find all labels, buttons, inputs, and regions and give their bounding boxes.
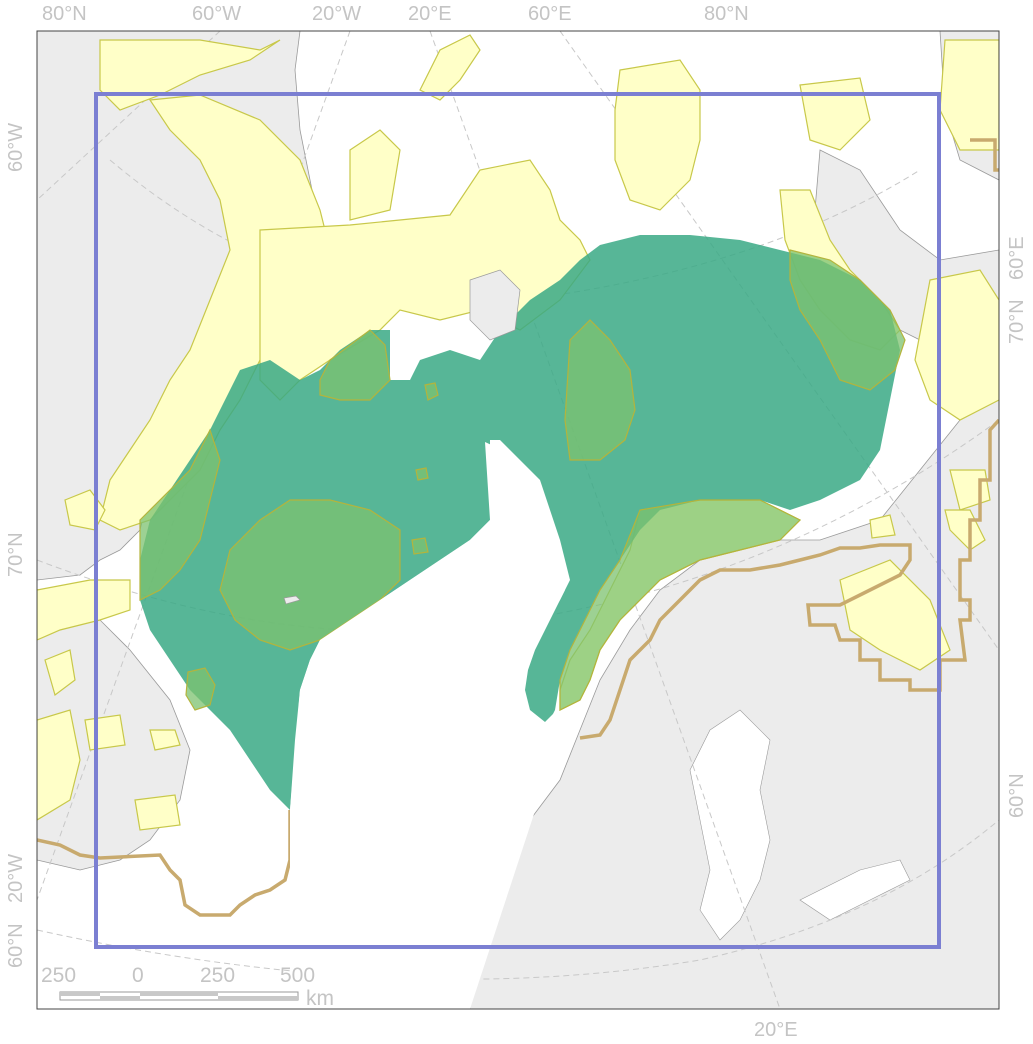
scale-bar-unit: km [306,987,334,1010]
scale-bar-seg-1 [60,992,100,996]
label-right-70n: 70°N [1006,299,1028,344]
yellow-zone-right-bubble [869,514,896,539]
tan-boundary-scandinavia [579,418,999,740]
green-zone-barents-west [564,319,636,461]
island-svalbard [469,269,521,341]
scale-bar [59,991,299,1001]
yellow-zone-left-lower [44,649,76,697]
yellow-zone-canada-3 [149,729,181,751]
yellow-zone-white-sea [839,559,951,671]
label-bottom-20e: 20°E [754,1019,798,1041]
graticule-lon-60e [559,31,999,651]
label-right-60e: 60°E [1006,236,1028,280]
yellow-layer [37,34,999,831]
study-extent-box [94,92,941,949]
lakes-layer [689,709,911,941]
green-zone-small-1 [185,667,216,711]
green-zone-small-3 [411,537,429,555]
green-zone-small-4 [415,467,429,481]
label-top-20w: 20°W [312,3,362,25]
green-zone-iceland [139,428,221,601]
yellow-zone-canada-4 [134,794,181,831]
scale-bar-tick-0: 0 [132,964,144,987]
green-zone-fram-strait [319,329,391,401]
scale-bar-tick-250: 250 [200,964,236,987]
yellow-zone-canada-1 [37,709,81,821]
island-jan-mayen [283,595,301,605]
tan-boundary-right [970,138,999,172]
yellow-zone-svalbard-north [349,129,401,221]
label-top-60e: 60°E [528,3,572,25]
island-markers [283,269,521,605]
green-zone-small-2 [424,382,439,401]
label-left-20w: 20°W [5,853,27,903]
label-right-60n: 60°N [1006,773,1028,818]
label-left-60n: 60°N [5,923,27,968]
label-top-20e: 20°E [408,3,452,25]
yellow-zone-canada-2 [84,714,126,751]
exclusion-wedge [290,442,565,1009]
green-layer [139,249,906,711]
green-zone-barents-east [789,249,906,391]
tan-boundary-canada [37,810,292,917]
scale-bar-seg-2 [100,996,140,1000]
green-zone-norway [559,499,802,711]
scale-bar-seg-4 [218,996,298,1000]
yellow-zone-right-mid [914,269,999,421]
scale-bar-tick-250-left: 250 [41,964,77,987]
label-top-60w: 60°W [192,3,242,25]
label-top-80n-right: 80°N [704,3,749,25]
scale-bar-tick-500: 500 [280,964,316,987]
tan-boundaries [37,138,999,917]
exclusion-layer [290,442,565,1009]
yellow-zone-franz-josef [614,59,701,211]
label-top-80n: 80°N [42,3,87,25]
label-left-70n: 70°N [5,532,27,577]
yellow-zone-top-mid [419,34,481,101]
graticule-lat-60 [37,819,999,980]
label-left-60w: 60°W [5,122,27,172]
lake-bothnia [689,709,771,941]
scale-bar-seg-3 [140,992,218,996]
map-frame [36,30,1000,1010]
